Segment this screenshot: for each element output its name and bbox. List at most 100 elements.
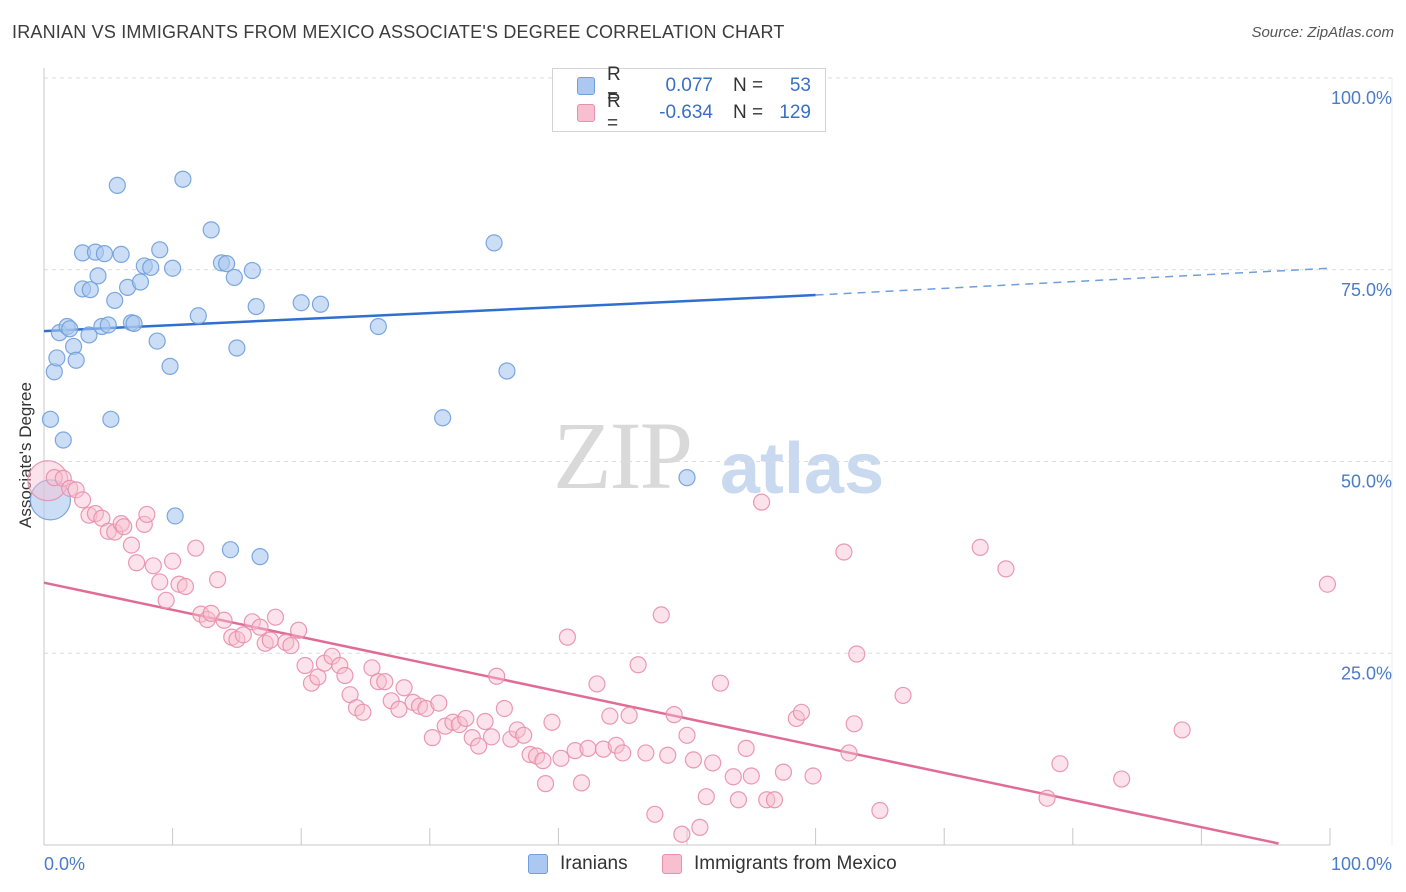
point-iranians bbox=[678, 469, 696, 487]
point-iranians bbox=[251, 548, 269, 566]
point-mexico bbox=[774, 763, 793, 781]
point-iranians bbox=[89, 267, 107, 285]
chart-title: IRANIAN VS IMMIGRANTS FROM MEXICO ASSOCI… bbox=[12, 22, 785, 42]
point-mexico bbox=[665, 706, 683, 724]
point-iranians bbox=[29, 479, 72, 521]
point-mexico bbox=[601, 707, 619, 725]
point-mexico bbox=[495, 699, 513, 718]
point-mexico bbox=[971, 538, 989, 557]
point-mexico bbox=[369, 673, 387, 691]
point-mexico bbox=[363, 659, 381, 677]
point-mexico bbox=[256, 634, 274, 652]
axes bbox=[43, 68, 1331, 846]
n-value: 53 bbox=[789, 75, 811, 96]
point-iranians bbox=[485, 234, 503, 252]
point-mexico bbox=[423, 729, 441, 747]
point-mexico bbox=[436, 717, 454, 735]
point-mexico bbox=[73, 491, 92, 509]
point-iranians bbox=[189, 307, 207, 325]
point-mexico bbox=[765, 791, 784, 809]
point-iranians bbox=[202, 221, 220, 239]
point-iranians bbox=[151, 241, 169, 259]
point-mexico bbox=[457, 709, 475, 728]
point-iranians bbox=[67, 351, 85, 369]
legend-row-mexico: R = -0.634 N = 129 bbox=[577, 91, 811, 134]
point-mexico bbox=[691, 818, 709, 836]
point-iranians bbox=[81, 281, 99, 299]
point-mexico bbox=[127, 554, 146, 572]
point-iranians bbox=[218, 255, 236, 273]
point-mexico bbox=[430, 694, 448, 712]
trend-line-mexico bbox=[43, 581, 1279, 845]
point-iranians bbox=[225, 268, 243, 287]
point-mexico bbox=[637, 744, 655, 762]
point-mexico bbox=[164, 552, 182, 570]
point-iranians bbox=[228, 339, 246, 357]
point-mexico bbox=[729, 791, 748, 809]
point-mexico bbox=[742, 767, 760, 785]
point-mexico bbox=[840, 744, 858, 762]
point-mexico bbox=[894, 686, 912, 705]
bottom-swatch-mexico bbox=[662, 854, 682, 874]
data-points bbox=[27, 69, 1337, 843]
point-mexico bbox=[488, 667, 506, 685]
point-mexico bbox=[336, 666, 354, 685]
point-mexico bbox=[1113, 770, 1131, 788]
point-mexico bbox=[646, 805, 664, 823]
n-label: N = bbox=[733, 102, 764, 123]
point-iranians bbox=[131, 273, 150, 291]
point-mexico bbox=[594, 740, 613, 758]
point-mexico bbox=[588, 675, 606, 693]
point-iranians bbox=[174, 170, 192, 188]
y-tick-label: 50.0% bbox=[1341, 472, 1392, 492]
point-iranians bbox=[434, 409, 452, 427]
y-tick-label: 100.0% bbox=[1331, 88, 1392, 108]
point-mexico bbox=[515, 726, 533, 744]
point-mexico bbox=[450, 715, 468, 734]
point-mexico bbox=[277, 633, 295, 652]
point-iranians bbox=[311, 295, 330, 313]
legend-swatch-iranians bbox=[577, 77, 595, 95]
point-mexico bbox=[187, 539, 205, 557]
n-label: N = bbox=[733, 75, 764, 96]
point-mexico bbox=[652, 606, 670, 624]
point-iranians bbox=[41, 410, 60, 428]
point-mexico bbox=[176, 577, 195, 596]
y-tick-label: 25.0% bbox=[1341, 663, 1392, 683]
r-label: R = bbox=[607, 64, 621, 107]
point-mexico bbox=[1038, 789, 1056, 807]
point-mexico bbox=[572, 774, 591, 792]
correlation-legend: R = 0.077 N = 53 R = -0.634 N = 129 bbox=[552, 64, 826, 134]
r-label: R = bbox=[607, 91, 621, 134]
point-mexico bbox=[848, 645, 866, 663]
point-mexico bbox=[122, 536, 141, 554]
bottom-legend-label: Iranians bbox=[560, 853, 628, 874]
point-mexico bbox=[835, 543, 853, 561]
point-mexico bbox=[266, 608, 285, 626]
point-iranians bbox=[48, 349, 66, 367]
x-tick-label: 100.0% bbox=[1331, 854, 1392, 874]
bottom-legend-label: Immigrants from Mexico bbox=[694, 853, 897, 874]
x-tick-label: 0.0% bbox=[44, 854, 85, 874]
point-mexico bbox=[376, 673, 394, 691]
point-iranians bbox=[243, 261, 261, 280]
point-mexico bbox=[61, 479, 79, 497]
point-mexico bbox=[579, 739, 597, 757]
n-value: 129 bbox=[779, 102, 811, 123]
point-mexico bbox=[502, 730, 520, 748]
point-iranians bbox=[112, 245, 130, 264]
point-mexico bbox=[697, 788, 715, 806]
point-mexico bbox=[209, 571, 227, 589]
point-mexico bbox=[845, 715, 863, 733]
r-value: -0.634 bbox=[659, 102, 713, 123]
point-iranians bbox=[95, 245, 114, 263]
point-mexico bbox=[138, 505, 156, 524]
point-mexico bbox=[80, 506, 98, 524]
point-mexico bbox=[251, 618, 269, 636]
point-mexico bbox=[112, 515, 130, 533]
point-iranians bbox=[292, 294, 310, 312]
point-mexico bbox=[558, 628, 577, 646]
source-label: Source: ZipAtlas.com bbox=[1251, 24, 1394, 41]
point-mexico bbox=[470, 737, 488, 755]
point-mexico bbox=[871, 801, 889, 820]
